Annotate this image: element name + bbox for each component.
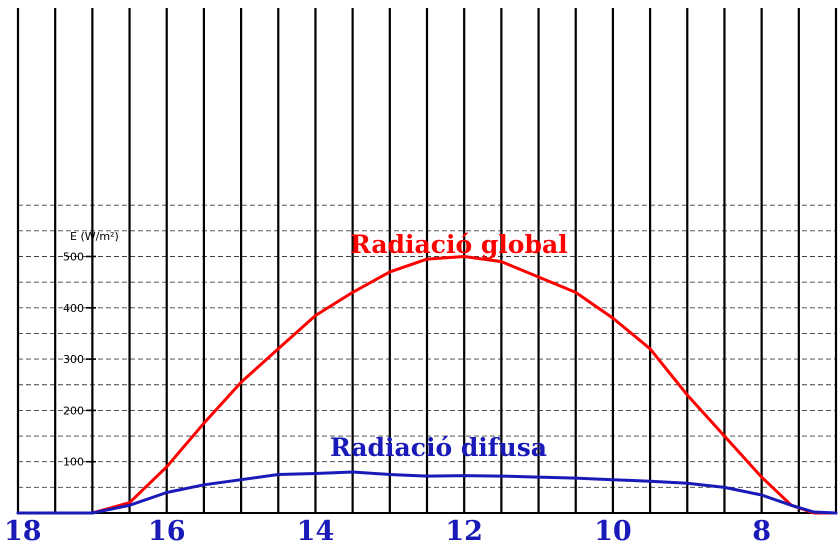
- series-label-radiacio-global: Radiació global: [350, 230, 568, 259]
- x-tick-label: 12: [445, 516, 483, 547]
- y-tick-label: 100: [63, 456, 84, 469]
- y-tick-label: 500: [63, 251, 84, 264]
- y-tick-label: 200: [63, 404, 84, 417]
- series-label-radiacio-difusa: Radiació difusa: [330, 433, 547, 462]
- x-tick-label: 18: [4, 516, 42, 547]
- x-tick-label: 14: [297, 516, 335, 547]
- x-tick-label: 8: [752, 516, 771, 547]
- series-labels: Radiació global Radiació difusa: [330, 230, 568, 462]
- y-tick-label: 300: [63, 353, 84, 366]
- series: [16, 255, 838, 515]
- x-tick-label: 16: [148, 516, 186, 547]
- x-tick-label: 10: [594, 516, 632, 547]
- x-axis: 18 16 14 12 10 8: [4, 516, 771, 547]
- y-axis-label: E (W/m²): [70, 230, 119, 243]
- y-axis: E (W/m²) 100 200 300 400 500: [63, 230, 119, 469]
- y-tick-label: 400: [63, 302, 84, 315]
- series-line-radiacio-difusa: [16, 470, 838, 515]
- series-line-radiacio-global: [16, 255, 838, 515]
